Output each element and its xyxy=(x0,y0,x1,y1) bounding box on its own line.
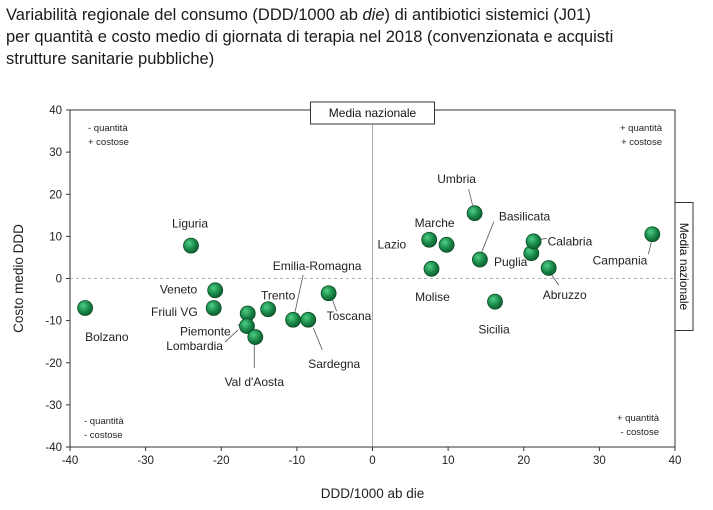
quadrant-label-bottom-right: + quantità xyxy=(617,413,660,424)
point-label: Veneto xyxy=(160,282,198,296)
y-tick-label: 30 xyxy=(49,147,62,159)
point-veneto xyxy=(207,282,224,299)
quadrant-label-bottom-right: - costose xyxy=(620,427,659,438)
title-line-3: strutture sanitarie pubbliche) xyxy=(6,50,215,68)
quadrant-label-bottom-left: - costose xyxy=(84,430,123,441)
leader-line xyxy=(551,274,560,286)
x-tick-label: 0 xyxy=(369,455,375,467)
y-tick-label: 0 xyxy=(56,274,62,286)
point-label: Basilicata xyxy=(499,210,551,224)
y-tick-label: -10 xyxy=(45,316,62,328)
point-label: Sardegna xyxy=(308,357,360,371)
point-emilia-romagna xyxy=(285,311,301,328)
y-tick-label: 40 xyxy=(49,105,62,117)
point-calabria xyxy=(525,233,542,250)
point-label: Calabria xyxy=(548,234,593,248)
point-abruzzo xyxy=(540,260,557,276)
leader-line xyxy=(332,300,338,312)
point-label: Piemonte xyxy=(180,324,231,338)
vertical-reference-label-box xyxy=(310,101,435,125)
y-tick-label: 10 xyxy=(49,231,62,243)
point-label: Trento xyxy=(261,288,296,302)
x-tick-label: -20 xyxy=(213,455,230,467)
y-tick-label: -20 xyxy=(45,358,62,370)
point-basilicata xyxy=(471,251,488,268)
y-axis-title: Costo medio DDD xyxy=(11,224,26,333)
leader-line xyxy=(647,242,652,255)
title-line-2: per quantità e costo medio di giornata d… xyxy=(6,28,614,46)
plot-area: -40 -30 -20 -10 0 10 20 30 40 -40 -30 -20 -10 0 10 20 30… xyxy=(11,101,694,501)
point-sardegna xyxy=(300,311,317,328)
title-line-1: Variabilità regionale del consumo (DDD/1… xyxy=(6,4,711,26)
quadrant-label-top-right: + quantità xyxy=(620,123,663,134)
point-trento xyxy=(260,301,277,318)
point-campania xyxy=(644,226,661,243)
point-molise xyxy=(423,260,440,277)
point-val-d-aosta xyxy=(247,329,264,345)
chart-title: Variabilità regionale del consumo (DDD/1… xyxy=(6,4,711,70)
point-label: Molise xyxy=(415,290,450,304)
point-liguria xyxy=(183,237,199,254)
title-line-1-after: ) di antibiotici sistemici (J01) xyxy=(384,6,591,24)
point-label: Abruzzo xyxy=(543,288,587,302)
point-label: Lazio xyxy=(378,238,407,252)
leader-line xyxy=(481,221,495,252)
x-axis-title: DDD/1000 ab die xyxy=(321,486,425,501)
x-tick-label: 40 xyxy=(669,455,682,467)
y-tick-label: 20 xyxy=(49,189,62,201)
point-friuli-vg xyxy=(205,300,222,316)
point-bolzano xyxy=(77,300,94,316)
vertical-reference-label: Media nazionale xyxy=(329,106,417,120)
quadrant-label-bottom-left: - quantità xyxy=(84,416,124,427)
point-label: Toscana xyxy=(327,309,372,323)
title-line-1-italic: die xyxy=(362,6,385,24)
point-label: Sicilia xyxy=(478,323,510,337)
point-label: Val d'Aosta xyxy=(225,375,285,389)
point-lombardia xyxy=(239,318,255,335)
point-label: Bolzano xyxy=(85,330,129,344)
x-tick-label: -40 xyxy=(62,455,79,467)
point-lazio xyxy=(421,231,438,248)
point-umbria xyxy=(466,205,483,222)
point-label: Puglia xyxy=(494,255,528,269)
title-line-1-before: Variabilità regionale del consumo (DDD/1… xyxy=(6,6,363,24)
y-tick-label: -30 xyxy=(45,400,62,412)
x-tick-label: 20 xyxy=(517,455,530,467)
point-label: Campania xyxy=(593,253,648,267)
leader-line xyxy=(224,329,239,343)
x-tick-label: -10 xyxy=(289,455,306,467)
point-label: Marche xyxy=(415,216,455,230)
x-tick-label: -30 xyxy=(137,455,154,467)
point-label: Friuli VG xyxy=(151,305,198,319)
point-label: Umbria xyxy=(437,172,476,186)
horizontal-reference-label-box xyxy=(674,202,694,331)
point-toscana xyxy=(320,285,337,302)
y-tick-label: -40 xyxy=(45,442,62,454)
point-label: Emilia-Romagna xyxy=(273,259,362,273)
point-label: Liguria xyxy=(172,217,208,231)
leader-line xyxy=(312,327,323,350)
leader-line xyxy=(294,274,304,312)
leader-line xyxy=(468,189,473,206)
point-label: Lombardia xyxy=(166,339,223,353)
point-marche xyxy=(438,236,455,253)
x-tick-label: 10 xyxy=(442,455,455,467)
horizontal-reference-label: Media nazionale xyxy=(677,223,691,311)
x-tick-label: 30 xyxy=(593,455,606,467)
quadrant-label-top-left: - quantità xyxy=(88,123,128,134)
point-sicilia xyxy=(487,293,503,310)
quadrant-label-top-left: + costose xyxy=(88,137,129,148)
quadrant-label-top-right: + costose xyxy=(621,137,662,148)
